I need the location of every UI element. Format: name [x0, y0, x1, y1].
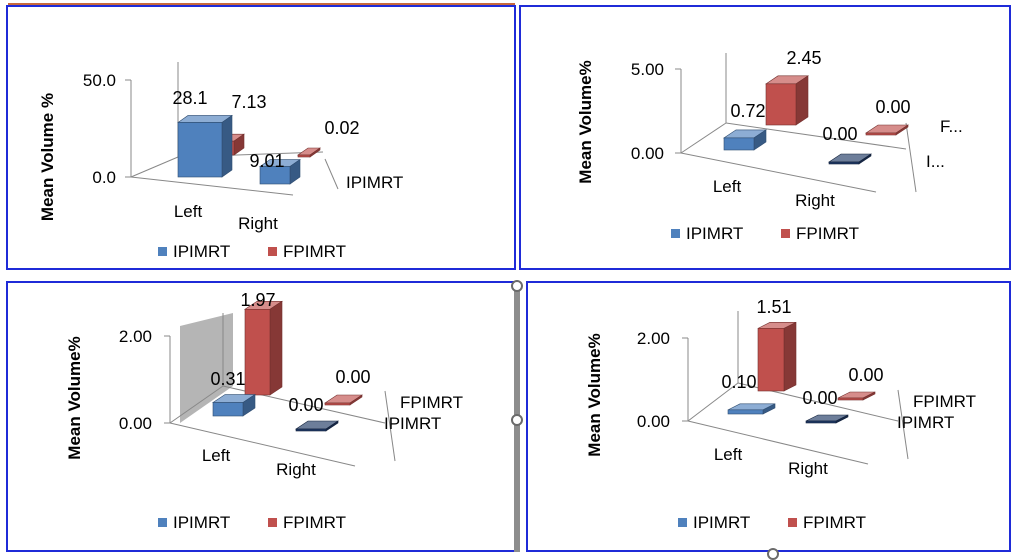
chart-4-legend-swatch-fpimrt — [788, 518, 797, 527]
chart-3-bar-ipimrt-left — [213, 403, 243, 416]
chart-3-depth-label: IPIMRT — [384, 414, 441, 433]
chart-1-y-tick-label: 50.0 — [83, 71, 116, 90]
chart-1-data-label: 9.01 — [249, 151, 284, 171]
chart-panel-3[interactable]: 0.00 2.00 Mean Volume% 0.31 0.00 1.97 0.00 Left… — [6, 281, 518, 552]
chart-4-data-label: 0.00 — [802, 388, 837, 408]
chart-3-category-label: Right — [276, 460, 316, 479]
chart-3-data-label: 0.31 — [210, 369, 245, 389]
chart-panel-4[interactable]: 0.00 2.00 Mean Volume% 0.10 0.00 1.51 0.00 Left… — [526, 281, 1011, 552]
chart-4-bar-fpimrt-left-side — [784, 322, 796, 391]
chart-2-data-label: 2.45 — [786, 48, 821, 68]
resize-handle-middle[interactable] — [511, 414, 523, 426]
chart-2-legend-swatch-fpimrt — [781, 229, 790, 238]
chart-2-legend-label-fpimrt: FPIMRT — [796, 224, 859, 243]
chart-2-category-label: Left — [713, 177, 742, 196]
chart-3-svg: 0.00 2.00 Mean Volume% 0.31 0.00 1.97 0.00 Left… — [8, 283, 518, 552]
chart-2-category-label: Right — [795, 191, 835, 210]
chart-panel-1[interactable]: 0.0 50.0 Mean Volume % 28.1 9.01 7.13 0.02 Left… — [6, 5, 516, 270]
chart-3-bar-fpimrt-left — [245, 309, 270, 395]
chart-3-y-axis-title: Mean Volume% — [65, 336, 84, 459]
chart-4-y-axis-title: Mean Volume% — [585, 333, 604, 456]
chart-2-y-tick-label: 5.00 — [631, 60, 664, 79]
chart-2-bar-ipimrt-right — [829, 162, 859, 164]
chart-3-data-label: 0.00 — [335, 367, 370, 387]
chart-1-legend-swatch-fpimrt — [268, 247, 277, 256]
chart-2-legend-label-ipimrt: IPIMRT — [686, 224, 743, 243]
chart-2-floor-left-edge — [681, 123, 726, 153]
chart-1-bar-ipimrt-left-side — [222, 115, 232, 177]
chart-2-depth-label: I... — [926, 152, 945, 171]
resize-handle-bottom[interactable] — [767, 548, 779, 560]
chart-4-data-label: 0.00 — [848, 365, 883, 385]
chart-2-depth-label: F... — [940, 117, 963, 136]
chart-2-legend-swatch-ipimrt — [671, 229, 680, 238]
chart-4-data-label: 0.10 — [721, 372, 756, 392]
chart-1-depth-axis — [325, 159, 338, 189]
chart-1-category-label: Right — [238, 214, 278, 233]
chart-2-data-label: 0.00 — [822, 124, 857, 144]
chart-4-legend-swatch-ipimrt — [678, 518, 687, 527]
chart-4-category-label: Left — [714, 445, 743, 464]
chart-3-category-label: Left — [202, 446, 231, 465]
chart-3-bar-fpimrt-right — [325, 403, 350, 405]
chart-4-category-label: Right — [788, 459, 828, 478]
chart-3-depth-label: FPIMRT — [400, 393, 463, 412]
chart-1-legend-label-fpimrt: FPIMRT — [283, 242, 346, 261]
chart-1-bar-ipimrt-left — [178, 122, 222, 177]
chart-4-bar-ipimrt-right — [806, 421, 836, 423]
chart-2-data-label: 0.00 — [875, 97, 910, 117]
chart-2-y-axis-title: Mean Volume% — [576, 60, 595, 183]
chart-3-bar-ipimrt-right — [296, 429, 326, 431]
chart-1-legend-label-ipimrt: IPIMRT — [173, 242, 230, 261]
chart-3-y-tick-label: 0.00 — [119, 414, 152, 433]
chart-2-data-label: 0.72 — [730, 101, 765, 121]
chart-2-bar-fpimrt-right — [866, 133, 896, 135]
chart-4-data-label: 1.51 — [756, 297, 791, 317]
chart-1-bar-fpimrt-right — [298, 155, 310, 157]
chart-3-legend-swatch-fpimrt — [268, 518, 277, 527]
chart-3-legend-label-fpimrt: FPIMRT — [283, 513, 346, 532]
chart-2-bar-fpimrt-left-side — [796, 76, 808, 125]
chart-4-depth-label: IPIMRT — [897, 413, 954, 432]
chart-4-bar-fpimrt-left — [758, 328, 784, 391]
chart-3-data-label: 0.00 — [288, 395, 323, 415]
chart-1-floor-left-edge — [131, 157, 178, 177]
chart-1-data-label: 7.13 — [231, 92, 266, 112]
chart-panel-2[interactable]: 0.00 5.00 Mean Volume% 0.72 0.00 2.45 0.00 Left… — [519, 5, 1011, 270]
chart-4-y-tick-label: 2.00 — [637, 329, 670, 348]
chart-4-svg: 0.00 2.00 Mean Volume% 0.10 0.00 1.51 0.00 Left… — [528, 283, 1011, 552]
chart-4-depth-label: FPIMRT — [913, 392, 976, 411]
chart-2-bar-fpimrt-left — [766, 84, 796, 125]
chart-2-depth-axis — [906, 123, 916, 192]
chart-1-svg: 0.0 50.0 Mean Volume % 28.1 9.01 7.13 0.02 Left… — [8, 7, 516, 270]
chart-4-bar-ipimrt-left — [728, 410, 763, 414]
chart-3-legend-swatch-ipimrt — [158, 518, 167, 527]
chart-1-legend-swatch-ipimrt — [158, 247, 167, 256]
chart-3-bar-fpimrt-left-side — [270, 301, 282, 395]
chart-4-legend-label-fpimrt: FPIMRT — [803, 513, 866, 532]
chart-4-legend-label-ipimrt: IPIMRT — [693, 513, 750, 532]
chart-1-category-label: Left — [174, 202, 203, 221]
chart-1-data-label: 0.02 — [324, 118, 359, 138]
chart-3-legend-label-ipimrt: IPIMRT — [173, 513, 230, 532]
chart-2-bar-ipimrt-left — [724, 138, 754, 150]
resize-handle-top[interactable] — [511, 280, 523, 292]
chart-1-y-axis-title: Mean Volume % — [38, 93, 57, 221]
chart-3-data-label: 1.97 — [240, 290, 275, 310]
chart-4-y-tick-label: 0.00 — [637, 412, 670, 431]
chart-2-y-tick-label: 0.00 — [631, 144, 664, 163]
chart-1-data-label: 28.1 — [172, 88, 207, 108]
chart-3-y-tick-label: 2.00 — [119, 327, 152, 346]
chart-1-y-tick-label: 0.0 — [92, 168, 116, 187]
chart-4-bar-fpimrt-right — [838, 398, 863, 400]
chart-1-depth-label: IPIMRT — [346, 173, 403, 192]
chart-2-svg: 0.00 5.00 Mean Volume% 0.72 0.00 2.45 0.00 Left… — [521, 7, 1011, 270]
